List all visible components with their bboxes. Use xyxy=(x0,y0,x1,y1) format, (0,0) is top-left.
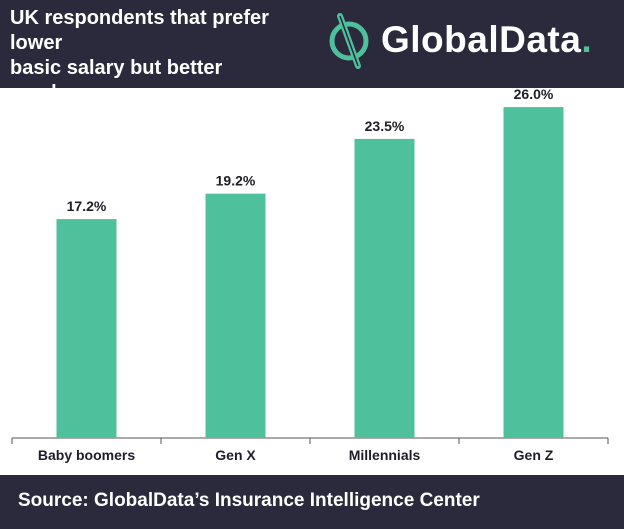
category-label: Gen X xyxy=(215,447,256,463)
header-banner: UK respondents that prefer lower basic s… xyxy=(0,0,624,129)
title-line-1: UK respondents that prefer lower xyxy=(10,7,269,54)
globaldata-logo-icon xyxy=(329,13,369,69)
chart-title: UK respondents that prefer lower basic s… xyxy=(10,6,320,131)
bar xyxy=(503,107,564,438)
logo-wordmark: GlobalData xyxy=(381,19,582,60)
bar xyxy=(56,219,117,438)
data-label: 26.0% xyxy=(514,88,554,102)
category-label: Millennials xyxy=(349,447,421,463)
category-label: Baby boomers xyxy=(38,447,135,463)
globaldata-logo: GlobalData. xyxy=(325,10,620,70)
source-note: Source: GlobalData’s Insurance Intellige… xyxy=(18,490,480,511)
data-label: 23.5% xyxy=(365,118,405,134)
bar xyxy=(205,193,266,438)
category-label: Gen Z xyxy=(514,447,554,463)
bar xyxy=(354,138,415,438)
title-line-3: benefits packages, 2019 xyxy=(10,107,240,129)
footer-banner: Source: GlobalData’s Insurance Intellige… xyxy=(0,475,624,529)
logo-dot: . xyxy=(581,19,593,60)
data-label: 19.2% xyxy=(216,173,256,189)
title-line-2: basic salary but better employee xyxy=(10,57,223,104)
data-label: 17.2% xyxy=(67,198,107,214)
bar-chart: 17.2% Baby boomers 19.2% Gen X 23.5% Millenni… xyxy=(11,88,609,463)
